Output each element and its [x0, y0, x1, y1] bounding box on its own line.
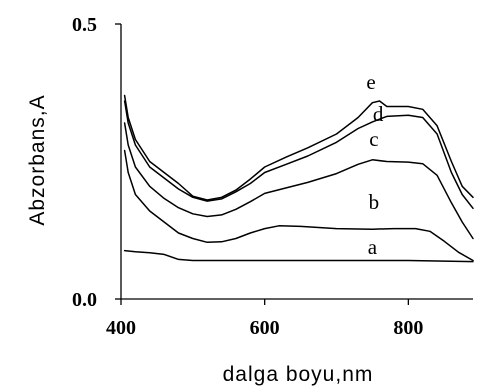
x-tick-label: 400 — [106, 317, 136, 339]
x-tick-label: 800 — [393, 317, 423, 339]
x-ticks: 400 600 800 — [106, 299, 423, 339]
series-label-e: e — [366, 70, 375, 94]
series-label-d: d — [373, 102, 384, 126]
axes — [120, 24, 473, 300]
x-axis-title: dalga boyu,nm — [223, 363, 374, 386]
series-line-c — [123, 122, 474, 240]
series-line-b — [123, 149, 474, 262]
series-label-a: a — [368, 235, 378, 259]
series-label-c: c — [369, 127, 378, 151]
y-axis-title: Abzorbans,A — [26, 94, 49, 225]
series-line-e — [123, 94, 474, 201]
y-tick-label: 0.0 — [72, 289, 97, 311]
series-line-a — [123, 249, 474, 263]
series-group: ab cde — [123, 70, 474, 263]
y-ticks: 0.0 0.5 — [72, 14, 121, 311]
series-label-b: b — [369, 190, 380, 214]
y-tick-label: 0.5 — [72, 14, 97, 36]
series-line-d — [123, 100, 474, 210]
x-tick-label: 600 — [250, 317, 280, 339]
